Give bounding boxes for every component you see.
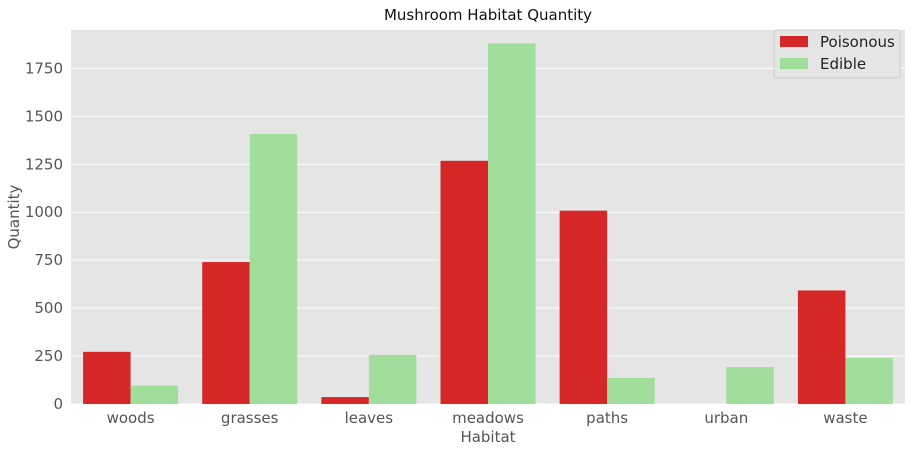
y-tick-label: 250 [34, 347, 63, 365]
legend: Poisonous Edible [773, 29, 901, 79]
y-tick-label: 1000 [25, 203, 63, 221]
bar-edible-grasses [249, 133, 298, 404]
x-tick-label: grasses [221, 409, 279, 427]
bar-poisonous-leaves [321, 397, 369, 404]
bar-edible-waste [845, 357, 893, 404]
bar-poisonous-woods [83, 351, 131, 404]
bars [83, 43, 893, 405]
chart-title: Mushroom Habitat Quantity [384, 6, 592, 24]
x-tick-label: paths [586, 409, 628, 427]
y-tick-label: 1500 [25, 107, 63, 125]
bar-poisonous-grasses [202, 262, 250, 404]
legend-swatch-edible [780, 58, 808, 69]
bar-poisonous-meadows [440, 160, 488, 404]
x-tick-label: meadows [452, 409, 524, 427]
x-tick-labels: woods grasses leaves meadows paths urban waste [107, 409, 868, 427]
x-tick-label: leaves [345, 409, 394, 427]
y-tick-label: 750 [34, 251, 63, 269]
legend-label-poisonous: Poisonous [820, 33, 895, 51]
bar-edible-woods [130, 385, 179, 404]
bar-poisonous-waste [797, 290, 846, 404]
x-axis-title: Habitat [460, 428, 515, 446]
bar-edible-paths [607, 377, 655, 404]
bar-edible-leaves [368, 354, 417, 404]
x-tick-label: urban [704, 409, 748, 427]
y-tick-label: 1750 [25, 59, 63, 77]
y-tick-label: 1250 [25, 155, 63, 173]
y-tick-label: 500 [34, 299, 63, 317]
x-tick-label: waste [823, 409, 867, 427]
y-tick-label: 0 [53, 395, 63, 413]
x-tick-label: woods [107, 409, 155, 427]
legend-swatch-poisonous [780, 36, 808, 47]
y-axis-title: Quantity [5, 184, 23, 249]
y-tick-labels: 0 250 500 750 1000 1250 1500 1750 [25, 59, 63, 413]
bar-poisonous-paths [559, 210, 608, 404]
bar-edible-urban [726, 367, 774, 404]
legend-label-edible: Edible [820, 55, 866, 73]
bar-edible-meadows [488, 43, 536, 405]
